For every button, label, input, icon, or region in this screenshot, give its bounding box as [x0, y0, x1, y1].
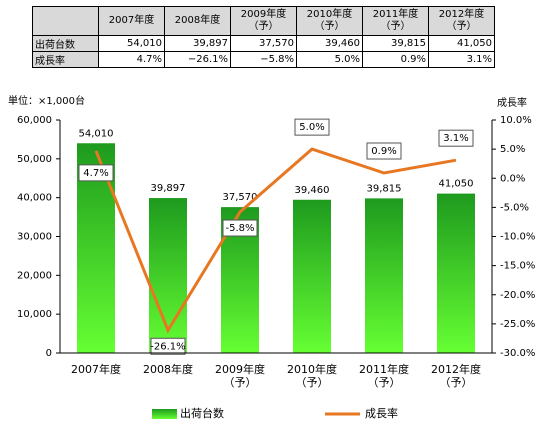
bar-value-label: 54,010: [79, 128, 114, 139]
y-tick-label: 50,000: [17, 154, 52, 165]
x-tick-label: 2010年度（予）: [287, 363, 337, 389]
bar-value-label: 41,050: [439, 179, 474, 190]
table-cell: −26.1%: [164, 51, 231, 68]
legend-label: 成長率: [365, 406, 398, 420]
bar: [293, 199, 331, 353]
column-header: 2008年度: [164, 6, 231, 36]
table-cell: 0.9%: [362, 51, 429, 68]
y2-tick-label: -30.0%: [500, 348, 535, 359]
x-tick-label: 2009年度（予）: [215, 363, 265, 389]
y-tick-label: 60,000: [17, 115, 52, 126]
legend-label: 出荷台数: [180, 406, 224, 420]
bar-value-label: 39,460: [295, 185, 330, 196]
bar-value-label: 37,570: [223, 192, 258, 203]
line-value-label: -5.8%: [225, 223, 254, 234]
y-tick-label: 0: [46, 348, 52, 359]
y-tick-label: 30,000: [17, 232, 52, 243]
label-box: [150, 337, 186, 355]
y2-tick-label: -10.0%: [500, 232, 535, 243]
y-tick-label: 40,000: [17, 193, 52, 204]
y2-axis-label: 成長率: [497, 96, 527, 109]
y2-tick-label: 0.0%: [500, 173, 525, 184]
y-tick-label: 10,000: [17, 309, 52, 320]
corner-cell: [32, 6, 99, 36]
table-row: 成長率 4.7% −26.1% −5.8% 5.0% 0.9% 3.1%: [32, 51, 495, 68]
table-cell: 3.1%: [428, 51, 495, 68]
y2-tick-label: 5.0%: [500, 144, 525, 155]
bar: [437, 193, 475, 353]
line-value-label: 5.0%: [299, 122, 324, 133]
line-value-label: -26.1%: [150, 341, 185, 352]
x-tick-label: 2012年度（予）: [431, 363, 481, 389]
label-box: [294, 118, 330, 136]
y2-tick-label: 10.0%: [500, 115, 532, 126]
label-box: [222, 219, 258, 237]
line-value-label: 4.7%: [83, 168, 108, 179]
y2-tick-label: -5.0%: [500, 202, 529, 213]
bar: [365, 198, 403, 353]
label-box: [366, 142, 402, 160]
table-row: 出荷台数 54,010 39,897 37,570 39,460 39,815 41,050: [32, 35, 495, 52]
x-tick-label: 2007年度: [71, 363, 121, 376]
growth-line: [94, 147, 457, 334]
line-value-label: 3.1%: [443, 133, 468, 144]
row-label: 出荷台数: [32, 35, 99, 52]
units-label: 単位：×1,000台: [8, 94, 85, 107]
legend-swatch: [152, 409, 177, 419]
line-value-label: 0.9%: [371, 146, 396, 157]
bar-value-label: 39,815: [367, 183, 402, 194]
row-label: 成長率: [32, 51, 99, 68]
column-header: 2010年度（予）: [296, 6, 363, 36]
y-tick-label: 20,000: [17, 270, 52, 281]
column-header: 2009年度（予）: [230, 6, 297, 36]
x-tick-label: 2008年度: [143, 363, 193, 376]
y2-tick-label: -25.0%: [500, 319, 535, 330]
data-table: 2007年度 2008年度 2009年度（予） 2010年度（予） 2011年度（予） 2…: [32, 6, 495, 68]
column-header: 2011年度（予）: [362, 6, 429, 36]
bar-value-label: 39,897: [151, 183, 186, 194]
label-box: [78, 164, 114, 182]
x-tick-label: 2011年度（予）: [359, 363, 409, 389]
y2-tick-label: -20.0%: [500, 290, 535, 301]
label-box: [438, 129, 474, 147]
y2-tick-label: -15.0%: [500, 261, 535, 272]
table-cell: 4.7%: [98, 51, 165, 68]
